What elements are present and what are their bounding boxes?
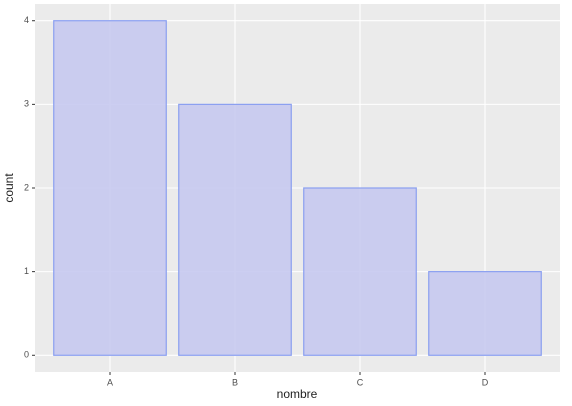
y-tick-label: 0 [24, 350, 29, 360]
x-axis-title: nombre [277, 387, 318, 401]
y-tick-label: 2 [24, 182, 29, 192]
bar [178, 103, 292, 356]
y-tick-label: 4 [24, 15, 29, 25]
x-tick-label: C [357, 377, 364, 387]
x-tick-label: D [482, 377, 489, 387]
bar [428, 271, 542, 356]
x-tick-label: B [232, 377, 238, 387]
bar [53, 20, 167, 356]
bar [303, 187, 417, 356]
y-axis-title: count [2, 173, 16, 203]
y-tick-label: 1 [24, 266, 29, 276]
y-tick-label: 3 [24, 99, 29, 109]
x-tick-label: A [107, 377, 113, 387]
